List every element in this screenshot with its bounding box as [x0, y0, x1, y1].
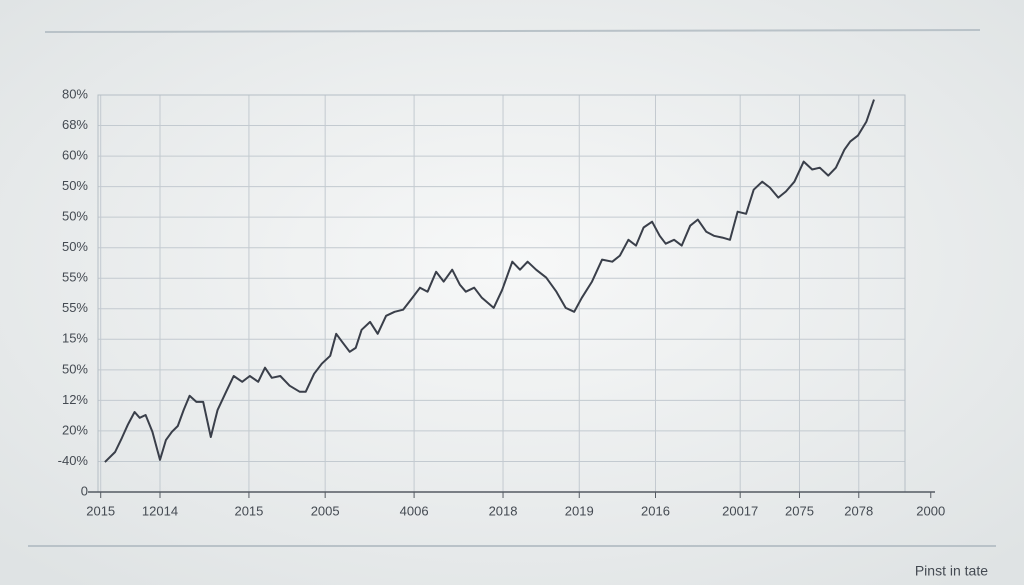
- y-tick-label: 68%: [62, 117, 88, 132]
- y-tick-label: 12%: [62, 392, 88, 407]
- x-tick-label: 2075: [785, 503, 814, 518]
- x-tick-label: 2015: [234, 503, 263, 518]
- y-tick-label: 0: [81, 483, 88, 498]
- footer: Pinst in tate: [915, 563, 988, 579]
- y-tick-label: 50%: [62, 178, 88, 193]
- y-tick-label: 80%: [62, 86, 88, 101]
- y-tick-label: 15%: [62, 331, 88, 346]
- x-tick-label: 2018: [489, 503, 518, 518]
- x-tick-label: 2015: [86, 503, 115, 518]
- y-tick-label: 50%: [62, 209, 88, 224]
- y-tick-label: 20%: [62, 422, 88, 437]
- x-tick-label: 2016: [641, 503, 670, 518]
- y-tick-label: 55%: [62, 270, 88, 285]
- y-tick-label: 50%: [62, 239, 88, 254]
- x-tick-label: 20017: [722, 503, 758, 518]
- y-tick-label: 55%: [62, 300, 88, 315]
- x-tick-label: 4006: [400, 503, 429, 518]
- x-tick-label: 2005: [311, 503, 340, 518]
- y-tick-label: -40%: [58, 453, 89, 468]
- y-tick-label: 50%: [62, 361, 88, 376]
- x-tick-label: 2078: [844, 503, 873, 518]
- y-tick-label: 60%: [62, 148, 88, 163]
- x-tick-label: 2019: [565, 503, 594, 518]
- x-tick-label: 2000: [916, 503, 945, 518]
- top-rule: [44, 29, 981, 33]
- x-tick-label: 12014: [142, 503, 178, 518]
- data-line: [104, 99, 875, 463]
